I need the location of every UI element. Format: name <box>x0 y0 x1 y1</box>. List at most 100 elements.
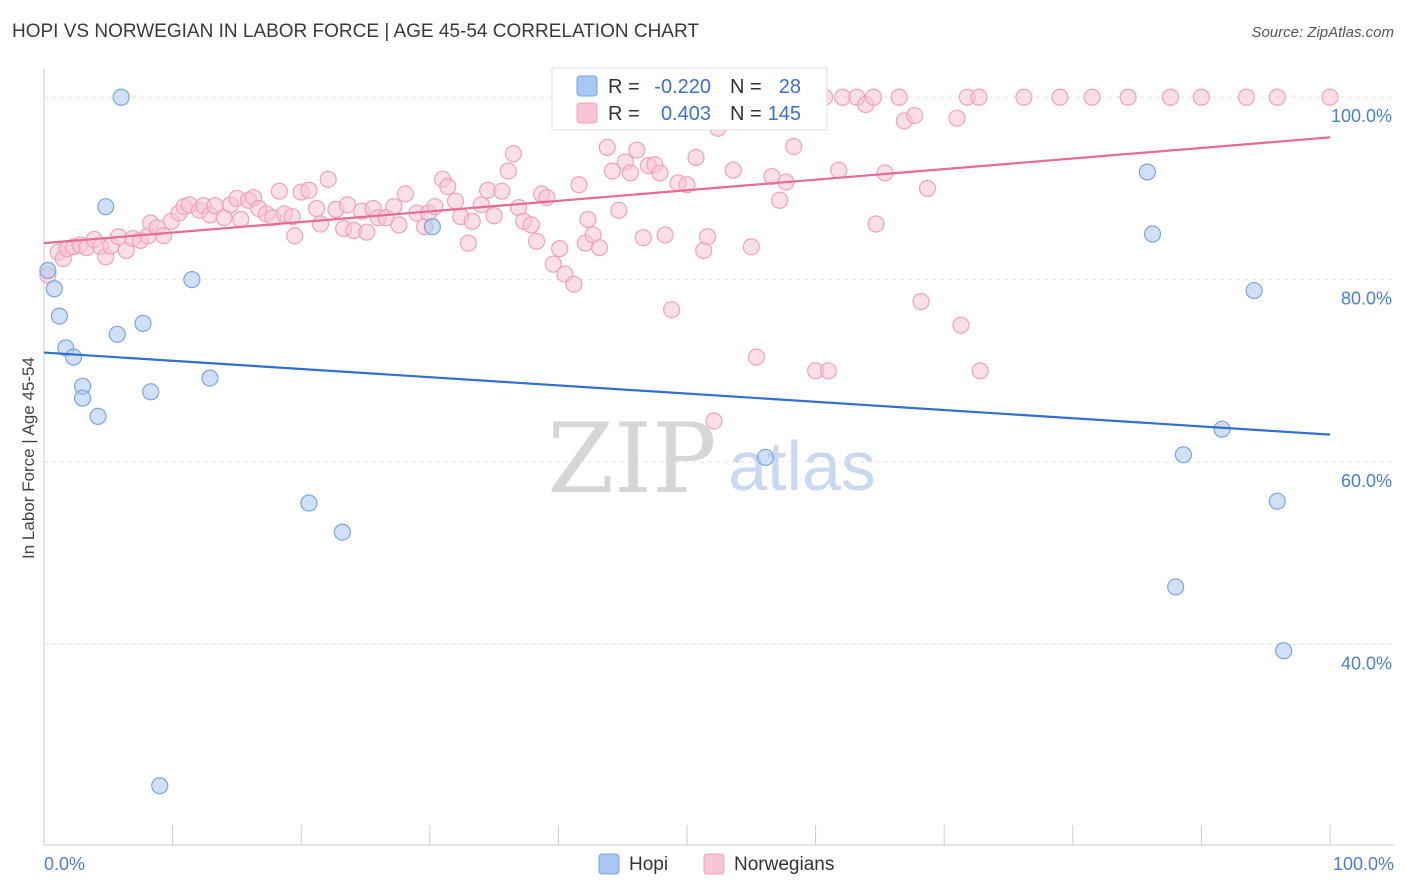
point-norwegians <box>300 181 318 199</box>
point-hopi <box>423 218 441 236</box>
trendline-norwegians <box>43 136 1331 245</box>
point-hopi <box>333 523 351 541</box>
point-norwegians <box>446 192 465 210</box>
watermark-atlas: atlas <box>728 427 876 505</box>
bottom-legend-label-hopi: Hopi <box>629 854 668 875</box>
point-norwegians <box>656 226 674 244</box>
axis-layer <box>43 68 1394 846</box>
x-tick-label-max: 100.0% <box>1333 854 1394 874</box>
point-norwegians <box>906 106 924 125</box>
point-norwegians <box>1083 88 1101 106</box>
point-norwegians <box>396 185 414 203</box>
point-norwegians <box>610 201 628 219</box>
point-norwegians <box>864 88 883 106</box>
point-hopi <box>201 369 219 387</box>
point-norwegians <box>1015 88 1033 106</box>
point-norwegians <box>338 196 357 214</box>
watermark-zip: ZIP <box>547 403 716 515</box>
point-hopi <box>1268 492 1286 510</box>
point-norwegians <box>785 137 803 156</box>
point-norwegians <box>819 362 838 380</box>
point-norwegians <box>705 412 723 430</box>
point-norwegians <box>493 182 511 200</box>
point-hopi <box>108 325 126 343</box>
point-norwegians <box>1192 88 1211 106</box>
point-norwegians <box>232 210 250 229</box>
x-tick-label-min: 0.0% <box>44 854 85 874</box>
point-norwegians <box>890 88 908 106</box>
x-ticks <box>172 825 1331 845</box>
legend-n-value-norwegians: 145 <box>768 103 801 125</box>
legend-r-label-hopi: R = <box>608 76 640 98</box>
chart-source: Source: ZipAtlas.com <box>1251 24 1394 41</box>
point-norwegians <box>1051 88 1069 106</box>
point-norwegians <box>522 216 540 234</box>
point-norwegians <box>724 161 742 179</box>
legend-n-label-norwegians: N = <box>730 103 762 125</box>
legend-n-label-hopi: N = <box>730 76 762 98</box>
point-norwegians <box>485 207 503 225</box>
point-norwegians <box>678 176 696 194</box>
point-norwegians <box>439 178 457 196</box>
bottom-legend-swatch-norwegians <box>703 853 725 875</box>
legend-n-value-hopi: 28 <box>779 76 801 98</box>
y-axis-label: In Labor Force | Age 45-54 <box>19 357 38 559</box>
point-norwegians <box>283 208 301 226</box>
point-norwegians <box>527 232 546 250</box>
y-tick-label: 60.0% <box>1341 471 1392 491</box>
point-norwegians <box>952 316 970 334</box>
trend-layer <box>43 136 1331 436</box>
point-hopi <box>1174 446 1192 464</box>
point-hopi <box>1275 642 1293 660</box>
correlation-legend: R = -0.220 N = 28 R = 0.403 N = 145 <box>551 67 828 131</box>
series-legend: Hopi Norwegians <box>598 853 834 875</box>
point-norwegians <box>948 109 966 127</box>
point-norwegians <box>551 240 569 258</box>
point-norwegians <box>970 88 988 106</box>
point-norwegians <box>770 191 789 209</box>
y-tick-labels: 40.0% 60.0% 80.0% 100.0% <box>1331 106 1392 673</box>
point-norwegians <box>867 215 885 233</box>
point-norwegians <box>1268 88 1286 106</box>
point-norwegians <box>651 164 669 182</box>
point-norwegians <box>286 227 304 245</box>
y-tick-label: 80.0% <box>1341 289 1392 309</box>
legend-box <box>551 67 828 131</box>
point-norwegians <box>311 215 330 233</box>
trendline-hopi <box>43 351 1331 436</box>
point-norwegians <box>830 161 848 179</box>
point-norwegians <box>579 210 597 229</box>
point-norwegians <box>319 170 337 188</box>
point-norwegians <box>742 238 760 256</box>
legend-r-label-norwegians: R = <box>608 103 640 125</box>
bottom-legend-swatch-hopi <box>598 853 620 875</box>
legend-r-value-hopi: -0.220 <box>654 76 711 98</box>
point-norwegians <box>747 348 766 366</box>
point-hopi <box>73 389 92 407</box>
point-norwegians <box>912 292 930 311</box>
point-hopi <box>45 280 63 298</box>
legend-r-value-norwegians: 0.403 <box>661 103 711 125</box>
point-norwegians <box>628 141 646 159</box>
point-norwegians <box>154 227 173 245</box>
y-tick-label: 100.0% <box>1331 106 1392 126</box>
point-hopi <box>1245 281 1263 300</box>
point-hopi <box>1138 163 1156 181</box>
point-norwegians <box>570 176 588 194</box>
point-norwegians <box>463 212 481 230</box>
point-hopi <box>64 348 83 366</box>
point-hopi <box>39 261 57 280</box>
y-tick-label: 40.0% <box>1341 653 1392 673</box>
point-norwegians <box>598 138 616 156</box>
point-norwegians <box>504 145 522 163</box>
point-hopi <box>183 271 201 289</box>
point-norwegians <box>472 196 490 214</box>
point-hopi <box>300 494 318 512</box>
point-hopi <box>89 407 107 426</box>
point-hopi <box>112 88 130 106</box>
point-norwegians <box>603 162 622 180</box>
point-norwegians <box>698 228 717 246</box>
point-hopi <box>134 314 152 332</box>
point-norwegians <box>1161 88 1180 106</box>
point-norwegians <box>918 179 937 198</box>
